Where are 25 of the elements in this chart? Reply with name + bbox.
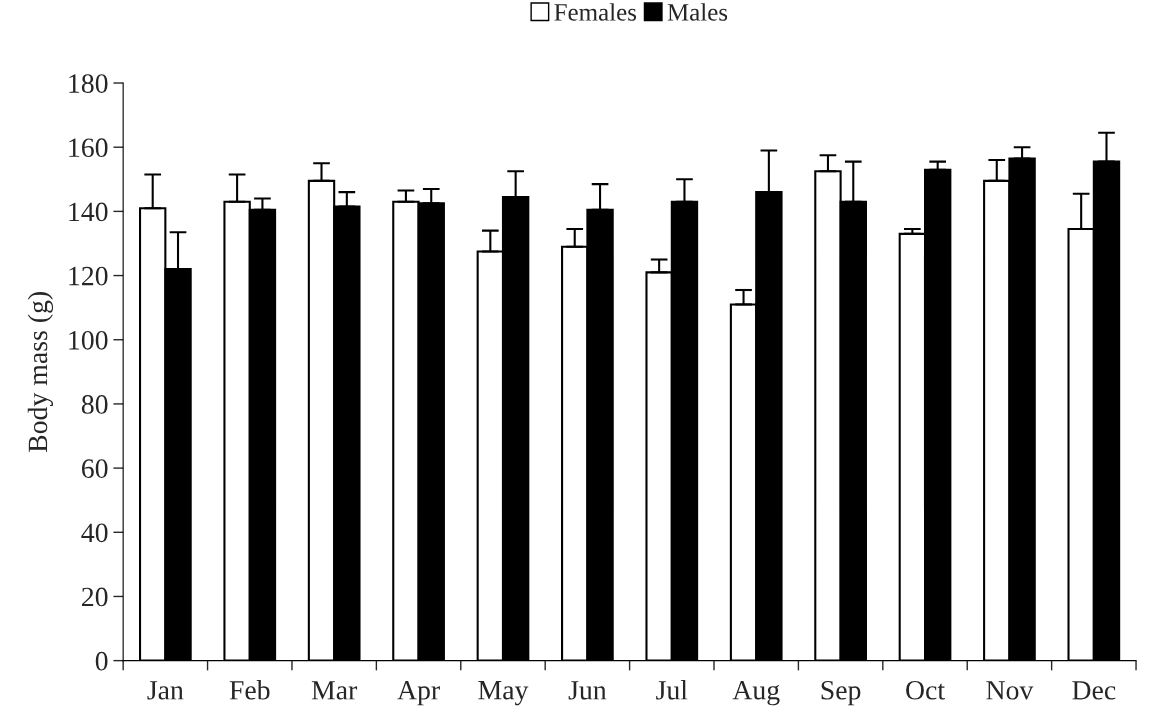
y-tick-label: 160 — [69, 138, 108, 158]
legend-label: Females — [554, 3, 637, 21]
x-tick-label: Aug — [732, 680, 780, 706]
x-tick-label: Oct — [906, 680, 945, 700]
y-tick-label: 120 — [69, 266, 108, 286]
x-tick-label: Jan — [147, 681, 184, 700]
x-tick-label: May — [478, 681, 529, 706]
y-tick-label: 20 — [82, 587, 108, 607]
y-tick-label: 140 — [69, 202, 108, 222]
y-tick-label: 0 — [95, 651, 108, 671]
x-tick-label: Feb — [229, 680, 270, 700]
y-tick-label: 180 — [69, 74, 108, 93]
y-axis-title: Body mass (g) — [27, 292, 54, 453]
x-tick-label: Dec — [1072, 681, 1116, 700]
y-tick-label: 60 — [81, 459, 108, 479]
x-tick-label: Sep — [821, 680, 861, 706]
y-tick-label: 40 — [81, 523, 108, 543]
legend-label: Males — [667, 3, 728, 21]
x-tick-label: Nov — [986, 681, 1034, 700]
y-tick-label: 100 — [69, 330, 108, 350]
x-tick-label: Mar — [311, 681, 358, 700]
x-tick-label: Apr — [397, 681, 440, 706]
x-tick-label: Jun — [568, 681, 607, 700]
y-tick-label: 80 — [81, 395, 108, 414]
x-tick-label: Jul — [656, 680, 688, 700]
